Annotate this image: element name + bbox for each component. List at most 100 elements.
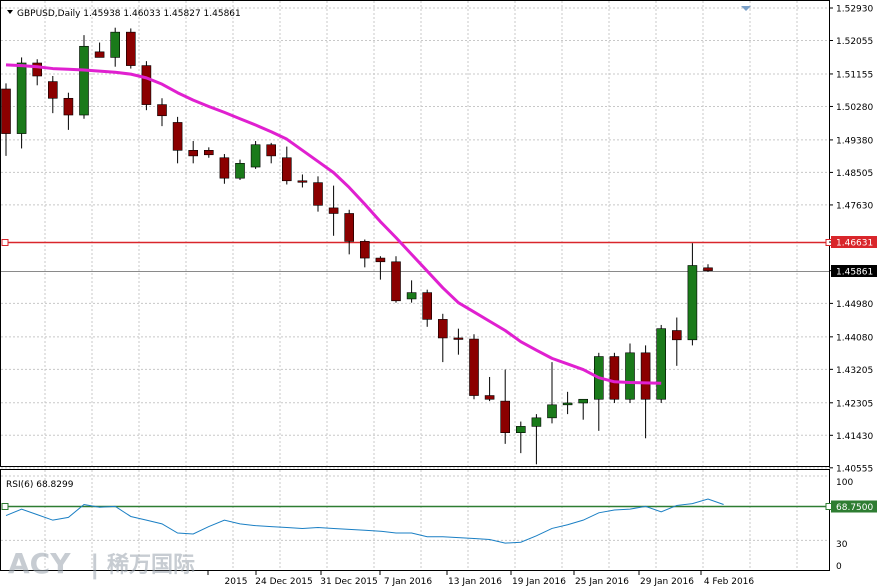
- date-tick-label: 29 Jan 2016: [640, 577, 694, 587]
- moving-average-line: [5, 63, 662, 385]
- date-tick-label: 2015: [225, 577, 248, 587]
- candle[interactable]: [422, 289, 433, 327]
- candle[interactable]: [266, 142, 277, 164]
- svg-text:|: |: [90, 550, 100, 580]
- date-tick-label: 19 Jan 2016: [512, 577, 566, 587]
- acy-logo: ACY | 稀万国际: [8, 547, 195, 580]
- candle-body: [515, 426, 526, 434]
- candle[interactable]: [484, 376, 495, 402]
- price-tick-label: 1.49380: [836, 136, 873, 146]
- candle[interactable]: [344, 209, 355, 255]
- candle-body: [126, 31, 136, 66]
- candle[interactable]: [313, 176, 323, 212]
- candle[interactable]: [656, 324, 667, 403]
- candle[interactable]: [235, 159, 245, 181]
- candle[interactable]: [437, 313, 448, 363]
- price-tick-label: 1.42305: [836, 399, 873, 409]
- candle[interactable]: [515, 421, 526, 454]
- candle-body: [344, 213, 355, 242]
- candle[interactable]: [157, 98, 167, 127]
- candle[interactable]: [47, 75, 58, 114]
- candle[interactable]: [578, 398, 589, 420]
- candle-body: [219, 157, 230, 179]
- candle-body: [1, 88, 11, 134]
- candle[interactable]: [406, 280, 417, 303]
- candle-body: [359, 241, 370, 259]
- candle-body: [250, 144, 261, 168]
- candle-body: [671, 330, 682, 341]
- candle-body: [625, 352, 635, 400]
- candle[interactable]: [126, 28, 136, 69]
- candle[interactable]: [391, 256, 401, 303]
- candles[interactable]: [1, 27, 713, 465]
- candle[interactable]: [32, 59, 43, 86]
- candle-body: [63, 97, 74, 116]
- hline-price-box: 1.46631: [831, 236, 877, 249]
- candle[interactable]: [359, 239, 370, 268]
- date-tick-label: 7 Jan 2016: [384, 577, 432, 587]
- rsi-scale-100: 100: [836, 478, 853, 488]
- rsi-line: [5, 498, 724, 544]
- candle-body: [266, 144, 277, 157]
- candle-body: [453, 337, 464, 340]
- candle[interactable]: [16, 57, 27, 149]
- date-tick-label: 13 Jan 2016: [448, 577, 502, 587]
- candle-body: [157, 104, 167, 117]
- candle-body: [531, 417, 542, 427]
- date-tick-label: 24 Dec 2015: [255, 577, 313, 587]
- candle[interactable]: [172, 116, 183, 164]
- candle-body: [687, 265, 698, 341]
- candle[interactable]: [1, 83, 11, 156]
- hline-handle-left[interactable]: [1, 239, 9, 246]
- rsi-level-handle-left[interactable]: [1, 503, 9, 510]
- rsi-level-box: 68.7500: [831, 500, 877, 513]
- candle[interactable]: [281, 146, 292, 185]
- candle-body: [609, 356, 620, 400]
- candle[interactable]: [188, 141, 198, 164]
- candle[interactable]: [297, 174, 308, 188]
- candle-body: [640, 352, 651, 400]
- candle[interactable]: [703, 264, 713, 272]
- candle-body: [375, 257, 386, 263]
- candle-body: [313, 182, 323, 206]
- candle[interactable]: [375, 256, 386, 280]
- candle-body: [422, 292, 433, 320]
- candle[interactable]: [687, 243, 698, 346]
- candle[interactable]: [562, 391, 573, 415]
- candle-body: [47, 81, 58, 99]
- candle[interactable]: [609, 352, 620, 403]
- candle[interactable]: [640, 345, 651, 439]
- candle[interactable]: [79, 35, 89, 119]
- candle-body: [16, 62, 27, 134]
- candle[interactable]: [453, 328, 464, 355]
- candle-body: [656, 328, 667, 400]
- candle-body: [297, 180, 308, 183]
- candle[interactable]: [500, 369, 511, 444]
- candle[interactable]: [110, 27, 120, 67]
- candle[interactable]: [531, 414, 542, 465]
- price-tick-label: 1.43205: [836, 366, 873, 376]
- price-tick-label: 1.40555: [836, 464, 873, 474]
- candle[interactable]: [625, 343, 635, 403]
- price-tick-label: 1.50280: [836, 103, 873, 113]
- candle-body: [281, 157, 292, 182]
- candle[interactable]: [250, 141, 261, 169]
- candle-body: [578, 398, 589, 404]
- candle[interactable]: [63, 92, 74, 130]
- dropdown-triangle-icon[interactable]: [7, 10, 13, 14]
- price-tick-label: 1.52055: [836, 37, 873, 47]
- candle[interactable]: [204, 147, 214, 158]
- svg-text:ACY: ACY: [8, 547, 71, 580]
- scroll-marker-icon[interactable]: [741, 6, 751, 11]
- candle[interactable]: [219, 154, 230, 184]
- candle[interactable]: [94, 42, 105, 58]
- candle[interactable]: [469, 334, 479, 400]
- candle[interactable]: [547, 362, 557, 424]
- candle[interactable]: [141, 61, 152, 111]
- candle[interactable]: [671, 317, 682, 366]
- date-axis: 2015 24 Dec 2015 31 Dec 2015 7 Jan 2016 13 J…: [207, 571, 754, 587]
- svg-text:1.45861: 1.45861: [836, 268, 873, 278]
- candle-body: [172, 122, 183, 151]
- candle[interactable]: [328, 185, 339, 236]
